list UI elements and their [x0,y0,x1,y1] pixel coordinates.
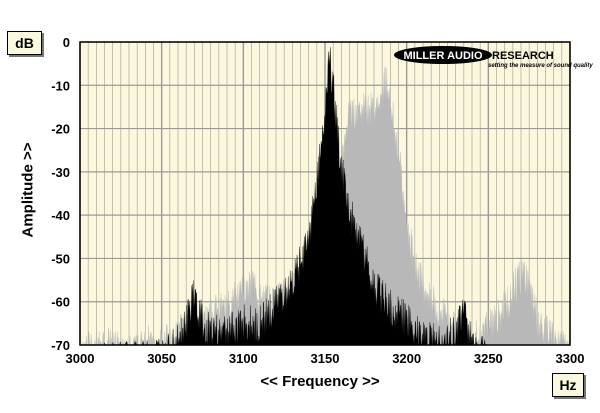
y-tick-label: -30 [51,165,70,180]
logo-name-1: MILLER AUDIO [403,50,482,62]
y-tick-label: -50 [51,251,70,266]
y-unit-label: dB [7,31,42,55]
x-tick-label: 3100 [229,351,258,366]
x-tick-label: 3250 [474,351,503,366]
x-unit-label: Hz [552,373,584,397]
x-tick-label: 3050 [147,351,176,366]
y-tick-label: 0 [63,35,70,50]
y-tick-label: -70 [51,338,70,353]
plot-frame [79,41,571,346]
y-tick-label: -20 [51,122,70,137]
y-tick-label: -10 [51,78,70,93]
x-tick-label: 3000 [66,351,95,366]
y-tick-label: -60 [51,295,70,310]
x-tick-label: 3150 [311,351,340,366]
x-tick-label: 3300 [556,351,585,366]
x-axis-tick-labels: 3000 3050 3100 3150 3200 3250 3300 [66,351,585,366]
brand-logo: MILLER AUDIO RESEARCH setting the measur… [394,46,593,69]
x-tick-label: 3200 [392,351,421,366]
logo-name-2: RESEARCH [492,50,554,62]
logo-tagline: setting the measure of sound quality [488,63,593,69]
y-axis-title: Amplitude >> [19,142,37,238]
y-tick-label: -40 [51,208,70,223]
x-axis-title: << Frequency >> [260,373,380,390]
y-axis-tick-labels: 0 -10 -20 -30 -40 -50 -60 -70 [51,35,70,353]
